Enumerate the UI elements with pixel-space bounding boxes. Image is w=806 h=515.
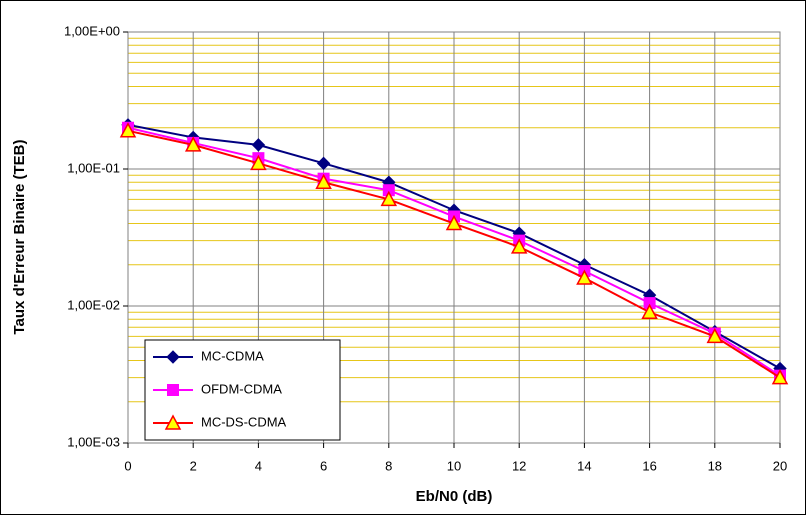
x-tick-label: 8 [385, 458, 392, 473]
x-tick-label: 4 [255, 458, 262, 473]
legend-label: MC-DS-CDMA [201, 414, 287, 429]
marker [445, 214, 463, 231]
y-tick-label: 1,00E-01 [67, 160, 120, 175]
y-tick-label: 1,00E-03 [67, 434, 120, 449]
x-tick-label: 14 [577, 458, 591, 473]
marker [380, 190, 398, 207]
legend-marker [167, 384, 179, 396]
x-tick-label: 18 [708, 458, 722, 473]
legend-label: MC-CDMA [201, 348, 264, 363]
x-tick-label: 12 [512, 458, 526, 473]
marker [510, 238, 528, 254]
marker [250, 154, 267, 171]
y-axis-title: Taux d'Erreur Binaire (TEB) [11, 140, 28, 335]
legend-marker [166, 350, 180, 364]
x-tick-label: 16 [642, 458, 656, 473]
x-tick-label: 10 [447, 458, 461, 473]
x-tick-label: 0 [124, 458, 131, 473]
x-tick-label: 6 [320, 458, 327, 473]
legend-label: OFDM-CDMA [201, 381, 282, 396]
x-tick-label: 20 [773, 458, 787, 473]
marker [706, 327, 724, 344]
marker [119, 122, 137, 138]
marker [641, 303, 658, 320]
x-tick-label: 2 [190, 458, 197, 473]
y-tick-label: 1,00E+00 [64, 23, 120, 38]
x-axis-title: Eb/N0 (dB) [416, 488, 493, 505]
marker [316, 156, 331, 171]
legend-marker [164, 414, 182, 430]
marker [576, 269, 593, 285]
marker [251, 138, 266, 152]
marker [315, 173, 332, 190]
marker [184, 136, 202, 152]
y-tick-label: 1,00E-02 [67, 297, 120, 312]
marker [771, 369, 789, 385]
